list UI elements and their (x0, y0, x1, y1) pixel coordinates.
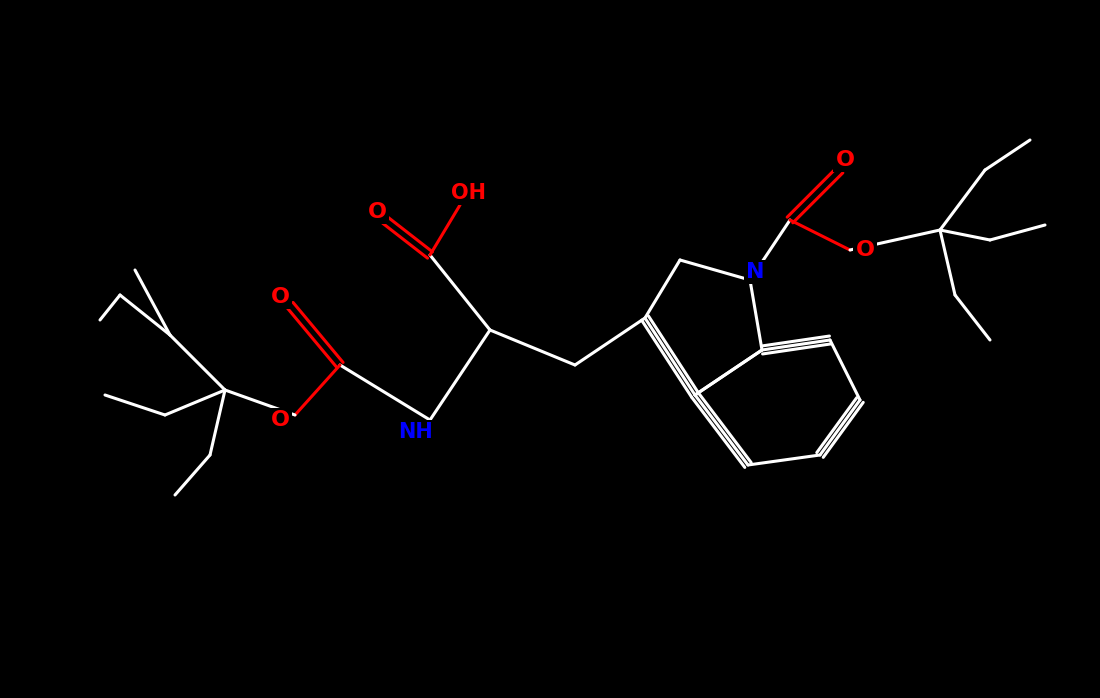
Text: O: O (367, 202, 386, 222)
Text: O: O (271, 410, 289, 430)
Text: O: O (856, 240, 875, 260)
Text: OH: OH (451, 183, 485, 203)
Text: N: N (746, 262, 764, 282)
Text: O: O (271, 287, 289, 307)
Text: O: O (836, 150, 855, 170)
Text: NH: NH (398, 422, 433, 442)
